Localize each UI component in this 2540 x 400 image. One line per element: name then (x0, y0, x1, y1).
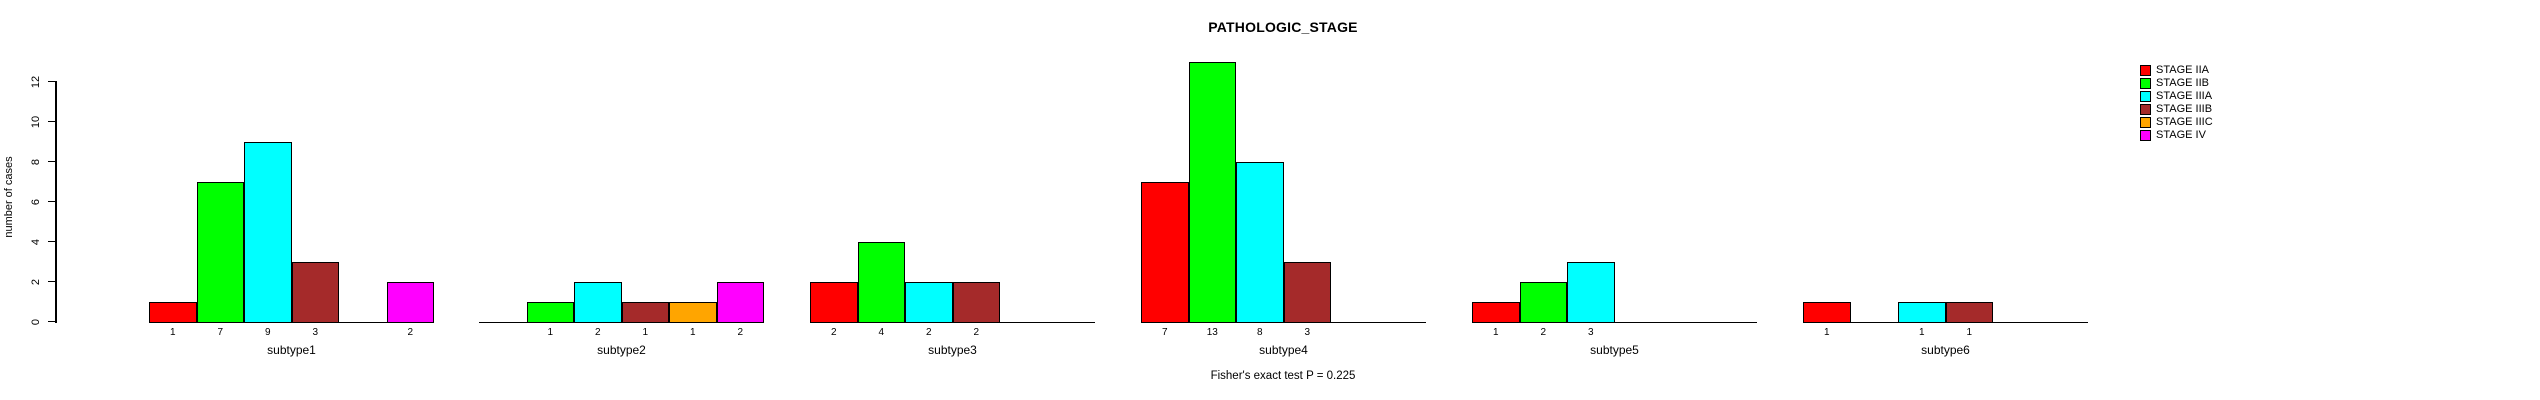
bar-value-stage-iib-subtype4: 13 (1206, 327, 1218, 338)
bar-value-stage-iiia-subtype5: 3 (1587, 327, 1594, 338)
bar-value-stage-iia-subtype1: 1 (169, 327, 176, 338)
y-tick-2 (48, 280, 56, 283)
category-label-subtype6: subtype6 (1921, 343, 1970, 357)
bar-value-stage-iia-subtype3: 2 (830, 327, 837, 338)
bar-value-stage-iiib-subtype1: 3 (312, 327, 319, 338)
bar-stage-iiib-subtype6 (1945, 301, 1993, 323)
bar-stage-iiia-subtype3 (905, 281, 953, 323)
bar-stage-iia-subtype4 (1141, 181, 1189, 323)
bar-stage-iib-subtype5 (1519, 281, 1567, 323)
bar-value-stage-iia-subtype4: 7 (1161, 327, 1168, 338)
bar-stage-iib-subtype4 (1188, 61, 1236, 323)
bar-value-stage-iiic-subtype2: 1 (689, 327, 696, 338)
bar-stage-iiib-subtype1 (291, 261, 339, 323)
bar-stage-iv-subtype2 (716, 281, 764, 323)
x-axis-baseline-subtype5 (1472, 321, 1757, 323)
bar-value-stage-iib-subtype5: 2 (1540, 327, 1547, 338)
y-tick-4 (48, 240, 56, 243)
bar-stage-iiib-subtype3 (952, 281, 1000, 323)
bar-value-stage-iiia-subtype1: 9 (264, 327, 271, 338)
y-tick-0 (48, 320, 56, 323)
bar-value-stage-iv-subtype1: 2 (407, 327, 414, 338)
y-tick-10 (48, 120, 56, 123)
y-tick-label-4: 4 (30, 238, 42, 245)
bar-stage-iiia-subtype6 (1898, 301, 1946, 323)
bar-stage-iiic-subtype2 (669, 301, 717, 323)
bar-stage-iiia-subtype1 (244, 141, 292, 323)
y-tick-label-6: 6 (30, 198, 42, 205)
bar-stage-iib-subtype2 (526, 301, 574, 323)
y-tick-label-8: 8 (30, 158, 42, 165)
bar-stage-iiia-subtype4 (1236, 161, 1284, 323)
bar-value-stage-iiib-subtype2: 1 (642, 327, 649, 338)
bar-value-stage-iiib-subtype4: 3 (1304, 327, 1311, 338)
category-label-subtype2: subtype2 (597, 343, 646, 357)
bar-stage-iib-subtype3 (857, 241, 905, 323)
bar-stage-iiia-subtype2 (574, 281, 622, 323)
category-label-subtype1: subtype1 (267, 343, 316, 357)
y-tick-12 (48, 80, 56, 83)
bar-value-stage-iia-subtype5: 1 (1492, 327, 1499, 338)
legend-item-stage-iia: STAGE IIA (2140, 64, 2213, 77)
legend-swatch-icon (2140, 130, 2151, 141)
y-tick-label-2: 2 (30, 278, 42, 285)
bar-stage-iiia-subtype5 (1567, 261, 1615, 323)
category-label-subtype3: subtype3 (928, 343, 977, 357)
bar-stage-iiib-subtype4 (1283, 261, 1331, 323)
y-tick-label-12: 12 (30, 75, 42, 88)
bar-stage-iia-subtype1 (149, 301, 197, 323)
legend-item-stage-iiic: STAGE IIIC (2140, 116, 2213, 129)
bar-value-stage-iiia-subtype3: 2 (925, 327, 932, 338)
y-tick-label-0: 0 (30, 318, 42, 325)
y-axis-label: number of cases (3, 156, 15, 238)
legend: STAGE IIA STAGE IIB STAGE IIIA STAGE IIIB ST… (2140, 64, 2213, 142)
legend-swatch-icon (2140, 117, 2151, 128)
bar-stage-iiib-subtype2 (621, 301, 669, 323)
legend-label: STAGE IIIC (2156, 116, 2213, 128)
legend-label: STAGE IIA (2156, 64, 2209, 76)
legend-item-stage-iiia: STAGE IIIA (2140, 90, 2213, 103)
bar-value-stage-iib-subtype2: 1 (547, 327, 554, 338)
category-label-subtype5: subtype5 (1590, 343, 1639, 357)
bar-value-stage-iiib-subtype3: 2 (973, 327, 980, 338)
legend-swatch-icon (2140, 65, 2151, 76)
bar-stage-iv-subtype1 (386, 281, 434, 323)
bar-stage-iia-subtype5 (1472, 301, 1520, 323)
bar-value-stage-iiia-subtype2: 2 (594, 327, 601, 338)
bar-stage-iia-subtype6 (1803, 301, 1851, 323)
bar-value-stage-iib-subtype3: 4 (878, 327, 885, 338)
legend-item-stage-iib: STAGE IIB (2140, 77, 2213, 90)
chart-title: PATHOLOGIC_STAGE (1208, 19, 1358, 35)
legend-item-stage-iv: STAGE IV (2140, 129, 2213, 142)
y-tick-6 (48, 200, 56, 203)
bar-value-stage-iiia-subtype4: 8 (1256, 327, 1263, 338)
legend-label: STAGE IIIB (2156, 103, 2213, 115)
y-tick-8 (48, 160, 56, 163)
legend-label: STAGE IIIA (2156, 90, 2213, 102)
legend-swatch-icon (2140, 78, 2151, 89)
y-tick-label-10: 10 (30, 115, 42, 128)
bar-stage-iib-subtype1 (196, 181, 244, 323)
legend-swatch-icon (2140, 104, 2151, 115)
bar-value-stage-iiia-subtype6: 1 (1918, 327, 1925, 338)
bar-value-stage-iiib-subtype6: 1 (1966, 327, 1973, 338)
bar-value-stage-iv-subtype2: 2 (737, 327, 744, 338)
legend-label: STAGE IIB (2156, 77, 2209, 89)
legend-swatch-icon (2140, 91, 2151, 102)
bar-stage-iia-subtype3 (810, 281, 858, 323)
bar-value-stage-iib-subtype1: 7 (217, 327, 224, 338)
legend-label: STAGE IV (2156, 129, 2206, 141)
category-label-subtype4: subtype4 (1259, 343, 1308, 357)
legend-item-stage-iiib: STAGE IIIB (2140, 103, 2213, 116)
bar-value-stage-iia-subtype6: 1 (1823, 327, 1830, 338)
fisher-test-annotation: Fisher's exact test P = 0.225 (1210, 370, 1356, 382)
